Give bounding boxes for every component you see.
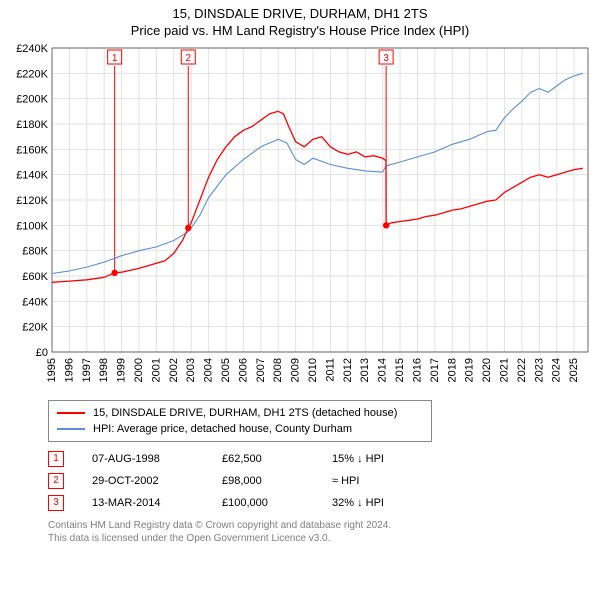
- svg-text:2001: 2001: [150, 358, 162, 382]
- svg-text:3: 3: [383, 53, 389, 64]
- footer-line-2: This data is licensed under the Open Gov…: [48, 533, 600, 546]
- svg-text:2014: 2014: [377, 358, 389, 382]
- sale-hpi-delta: 15% ↓ HPI: [332, 453, 384, 465]
- svg-text:1997: 1997: [81, 358, 93, 382]
- sale-date: 07-AUG-1998: [92, 453, 222, 465]
- svg-text:2008: 2008: [272, 358, 284, 382]
- chart-title-address: 15, DINSDALE DRIVE, DURHAM, DH1 2TS: [0, 0, 600, 21]
- legend-label-hpi: HPI: Average price, detached house, Coun…: [93, 423, 352, 435]
- svg-text:£20K: £20K: [22, 322, 48, 334]
- svg-text:2000: 2000: [133, 358, 145, 382]
- svg-text:2024: 2024: [551, 358, 563, 382]
- svg-text:2013: 2013: [359, 358, 371, 382]
- svg-text:£80K: £80K: [22, 246, 48, 258]
- legend-row-hpi: HPI: Average price, detached house, Coun…: [57, 421, 423, 437]
- svg-text:2006: 2006: [237, 358, 249, 382]
- svg-text:2011: 2011: [324, 358, 336, 382]
- svg-text:1998: 1998: [98, 358, 110, 382]
- footer-attribution: Contains HM Land Registry data © Crown c…: [48, 520, 600, 545]
- svg-text:£60K: £60K: [22, 271, 48, 283]
- svg-text:2023: 2023: [533, 358, 545, 382]
- svg-text:1999: 1999: [116, 358, 128, 382]
- legend-label-price: 15, DINSDALE DRIVE, DURHAM, DH1 2TS (det…: [93, 407, 397, 419]
- svg-text:2004: 2004: [203, 358, 215, 382]
- svg-text:£160K: £160K: [16, 144, 48, 156]
- svg-text:2018: 2018: [446, 358, 458, 382]
- legend-swatch-price: [57, 412, 85, 414]
- sales-row: 2 29-OCT-2002£98,000≈ HPI: [48, 470, 600, 492]
- legend-row-price: 15, DINSDALE DRIVE, DURHAM, DH1 2TS (det…: [57, 405, 423, 421]
- legend-swatch-hpi: [57, 428, 85, 430]
- sale-marker-icon: 2: [48, 473, 64, 489]
- svg-text:£220K: £220K: [16, 68, 48, 80]
- svg-text:2020: 2020: [481, 358, 493, 382]
- svg-text:1995: 1995: [46, 358, 58, 382]
- legend: 15, DINSDALE DRIVE, DURHAM, DH1 2TS (det…: [48, 400, 432, 442]
- svg-text:2012: 2012: [342, 358, 354, 382]
- price-chart: £0 £20K £40K £60K £80K £100K £120K £140K £160K £1…: [4, 40, 596, 396]
- sales-row: 3 13-MAR-2014£100,00032% ↓ HPI: [48, 492, 600, 514]
- svg-text:2002: 2002: [168, 358, 180, 382]
- svg-text:£240K: £240K: [16, 43, 48, 55]
- chart-title-sub: Price paid vs. HM Land Registry's House …: [0, 21, 600, 38]
- svg-text:2007: 2007: [255, 358, 267, 382]
- svg-text:£180K: £180K: [16, 119, 48, 131]
- svg-text:1996: 1996: [63, 358, 75, 382]
- svg-text:2005: 2005: [220, 358, 232, 382]
- svg-text:2016: 2016: [411, 358, 423, 382]
- sale-hpi-delta: ≈ HPI: [332, 475, 359, 487]
- svg-text:2010: 2010: [307, 358, 319, 382]
- sale-price: £62,500: [222, 453, 332, 465]
- sale-date: 13-MAR-2014: [92, 497, 222, 509]
- sale-date: 29-OCT-2002: [92, 475, 222, 487]
- svg-text:2022: 2022: [516, 358, 528, 382]
- svg-text:£120K: £120K: [16, 195, 48, 207]
- svg-text:£100K: £100K: [16, 220, 48, 232]
- svg-text:2: 2: [185, 53, 191, 64]
- sale-marker-icon: 1: [48, 451, 64, 467]
- svg-text:2003: 2003: [185, 358, 197, 382]
- svg-text:2015: 2015: [394, 358, 406, 382]
- sale-marker-icon: 3: [48, 495, 64, 511]
- svg-text:£200K: £200K: [16, 94, 48, 106]
- svg-text:2017: 2017: [429, 358, 441, 382]
- sale-price: £100,000: [222, 497, 332, 509]
- svg-text:1: 1: [112, 53, 118, 64]
- svg-text:£0: £0: [36, 347, 48, 359]
- svg-text:2009: 2009: [290, 358, 302, 382]
- svg-text:2025: 2025: [568, 358, 580, 382]
- svg-text:£40K: £40K: [22, 296, 48, 308]
- footer-line-1: Contains HM Land Registry data © Crown c…: [48, 520, 600, 533]
- sales-table: 1 07-AUG-1998£62,50015% ↓ HPI 2 29-OCT-2002…: [48, 448, 600, 514]
- svg-text:2021: 2021: [498, 358, 510, 382]
- svg-text:2019: 2019: [464, 358, 476, 382]
- sale-hpi-delta: 32% ↓ HPI: [332, 497, 384, 509]
- sales-row: 1 07-AUG-1998£62,50015% ↓ HPI: [48, 448, 600, 470]
- sale-price: £98,000: [222, 475, 332, 487]
- svg-text:£140K: £140K: [16, 170, 48, 182]
